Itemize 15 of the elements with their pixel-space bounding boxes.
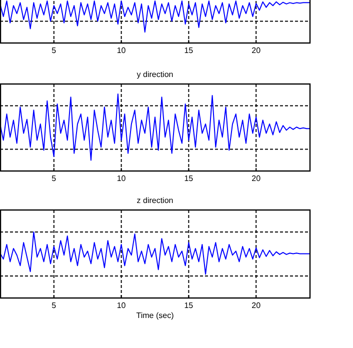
x-tick-label: 5: [52, 46, 57, 55]
x-tick-label: 15: [184, 301, 194, 310]
x-tick-label: 5: [52, 301, 57, 310]
x-axis-title: Time (sec): [136, 311, 174, 320]
x-tick-label: 15: [184, 174, 194, 183]
x-tick-label: 10: [116, 174, 126, 183]
x-tick-label: 10: [116, 301, 126, 310]
x-tick-label: 5: [52, 174, 57, 183]
x-tick-label: 15: [184, 46, 194, 55]
chart-title: z direction: [136, 196, 174, 205]
chart-title: y direction: [136, 70, 174, 79]
x-tick-label: 10: [116, 46, 126, 55]
x-tick-label: 20: [252, 174, 262, 183]
x-tick-label: 20: [252, 301, 262, 310]
x-tick-label: 20: [252, 46, 262, 55]
